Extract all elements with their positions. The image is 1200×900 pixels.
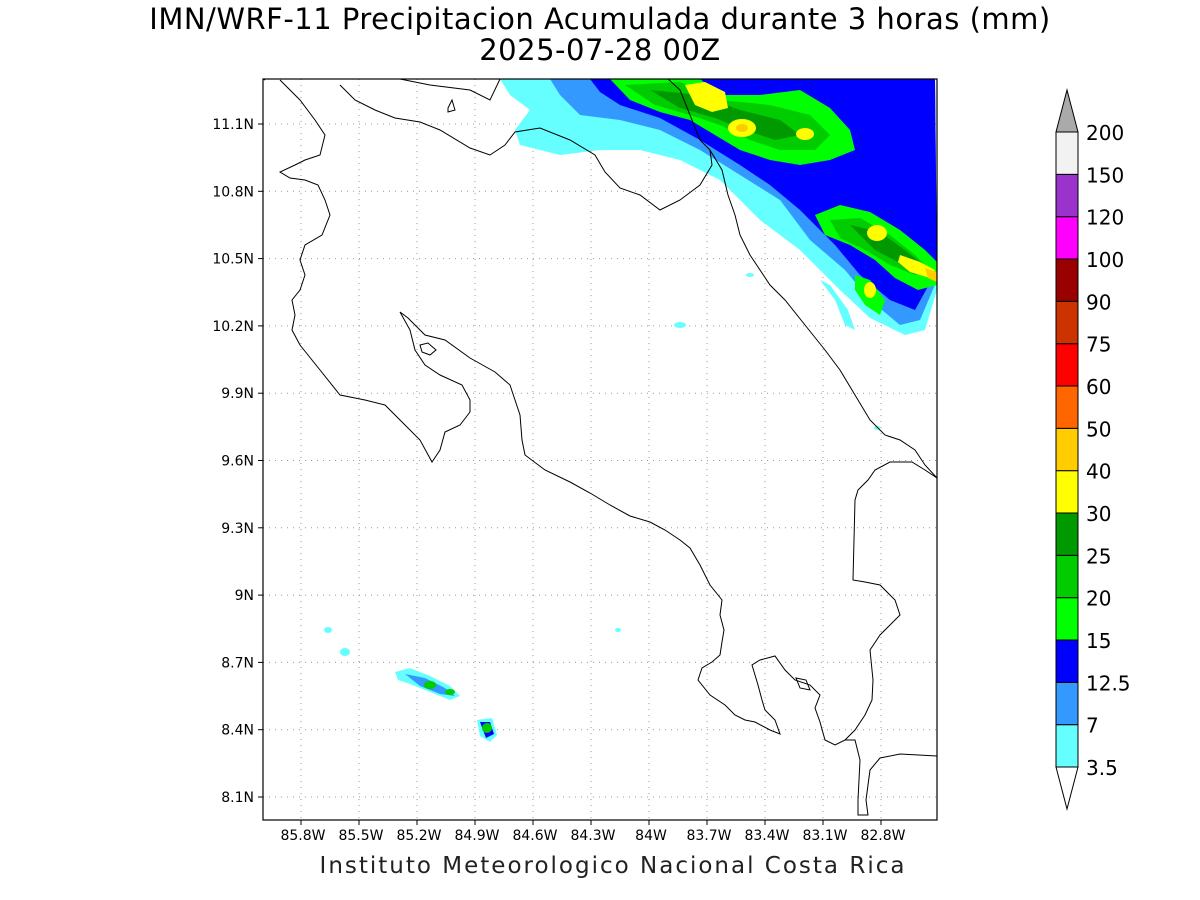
colorbar-level-label: 25 [1086, 544, 1111, 568]
precipitation-field [324, 79, 937, 742]
colorbar-level-label: 75 [1086, 333, 1111, 357]
coastline-borders [263, 79, 937, 816]
plot-frame [262, 78, 938, 821]
colorbar-segment [1055, 639, 1079, 683]
lat-tick-label: 10.5N [212, 252, 254, 268]
colorbar-segment [1055, 681, 1079, 726]
map-subtitle-date: 2025-07-28 00Z [479, 33, 721, 67]
lat-tick-label: 9.9N [221, 386, 254, 402]
colorbar-segment [1055, 216, 1079, 260]
lon-tick-label: 85.5W [338, 828, 383, 844]
lat-tick-label: 8.4N [221, 723, 254, 739]
lat-tick-label: 10.2N [212, 319, 254, 335]
colorbar-segment [1055, 131, 1079, 175]
colorbar-level-label: 40 [1086, 460, 1111, 484]
lon-tick-label: 83.7W [686, 828, 731, 844]
colorbar-segment [1055, 258, 1079, 302]
lat-tick-label: 9.6N [221, 454, 254, 470]
colorbar-segment [1055, 597, 1079, 641]
lat-tick-label: 10.8N [212, 184, 254, 200]
colorbar-level-label: 15 [1086, 629, 1111, 653]
colorbar-upper-arrow [1055, 88, 1079, 133]
lon-tick-label: 83.4W [744, 828, 789, 844]
colorbar-level-label: 100 [1086, 248, 1124, 272]
colorbar-segment [1055, 427, 1079, 472]
lon-tick-label: 85.8W [280, 828, 325, 844]
colorbar-level-label: 60 [1086, 375, 1111, 399]
colorbar-level-label: 90 [1086, 290, 1111, 314]
colorbar-segment [1055, 343, 1079, 387]
colorbar-segment [1055, 512, 1079, 556]
lon-tick-label: 82.8W [860, 828, 905, 844]
colorbar-segment [1055, 554, 1079, 599]
colorbar-level-label: 120 [1086, 206, 1124, 230]
colorbar-level-label: 200 [1086, 121, 1124, 145]
colorbar-level-label: 20 [1086, 587, 1111, 611]
colorbar-segment [1055, 300, 1079, 345]
colorbar-level-label: 7 [1086, 714, 1099, 738]
colorbar-level-label: 50 [1086, 417, 1111, 441]
colorbar-segment [1055, 470, 1079, 514]
lon-tick-label: 84.9W [454, 828, 499, 844]
lon-tick-label: 84.6W [512, 828, 557, 844]
lat-tick-label: 8.7N [221, 655, 254, 671]
colorbar-segment [1055, 385, 1079, 429]
lon-tick-label: 85.2W [396, 828, 441, 844]
lat-tick-label: 8.1N [221, 790, 254, 806]
colorbar-level-label: 12.5 [1086, 671, 1131, 695]
colorbar-level-label: 150 [1086, 163, 1124, 187]
colorbar-segment [1055, 173, 1079, 218]
colorbar-level-label: 30 [1086, 502, 1111, 526]
lon-tick-label: 83.1W [802, 828, 847, 844]
colorbar-level-label: 3.5 [1086, 756, 1118, 780]
lon-tick-label: 84W [635, 828, 667, 844]
lat-tick-label: 9.3N [221, 521, 254, 537]
colorbar-segment [1055, 724, 1079, 768]
precipitation-colorbar: 3.5 7 12.5 15 20 25 30 40 50 60 75 90 100 120 150 200 [1055, 88, 1131, 811]
footer-credit: Instituto Meteorologico Nacional Costa R… [319, 853, 907, 879]
lat-tick-label: 9N [235, 588, 254, 604]
map-title: IMN/WRF-11 Precipitacion Acumulada duran… [149, 2, 1051, 36]
lat-tick-label: 11.1N [212, 117, 254, 133]
longitude-axis: 85.8W 85.5W 85.2W 84.9W 84.6W 84.3W 84W 83.7W 83… [280, 820, 906, 844]
colorbar-lower-arrow [1055, 766, 1079, 811]
lon-tick-label: 84.3W [570, 828, 615, 844]
latitude-axis: 11.1N 10.8N 10.5N 10.2N 9.9N 9.6N 9.3N 9N 8.7N 8.… [212, 117, 263, 806]
